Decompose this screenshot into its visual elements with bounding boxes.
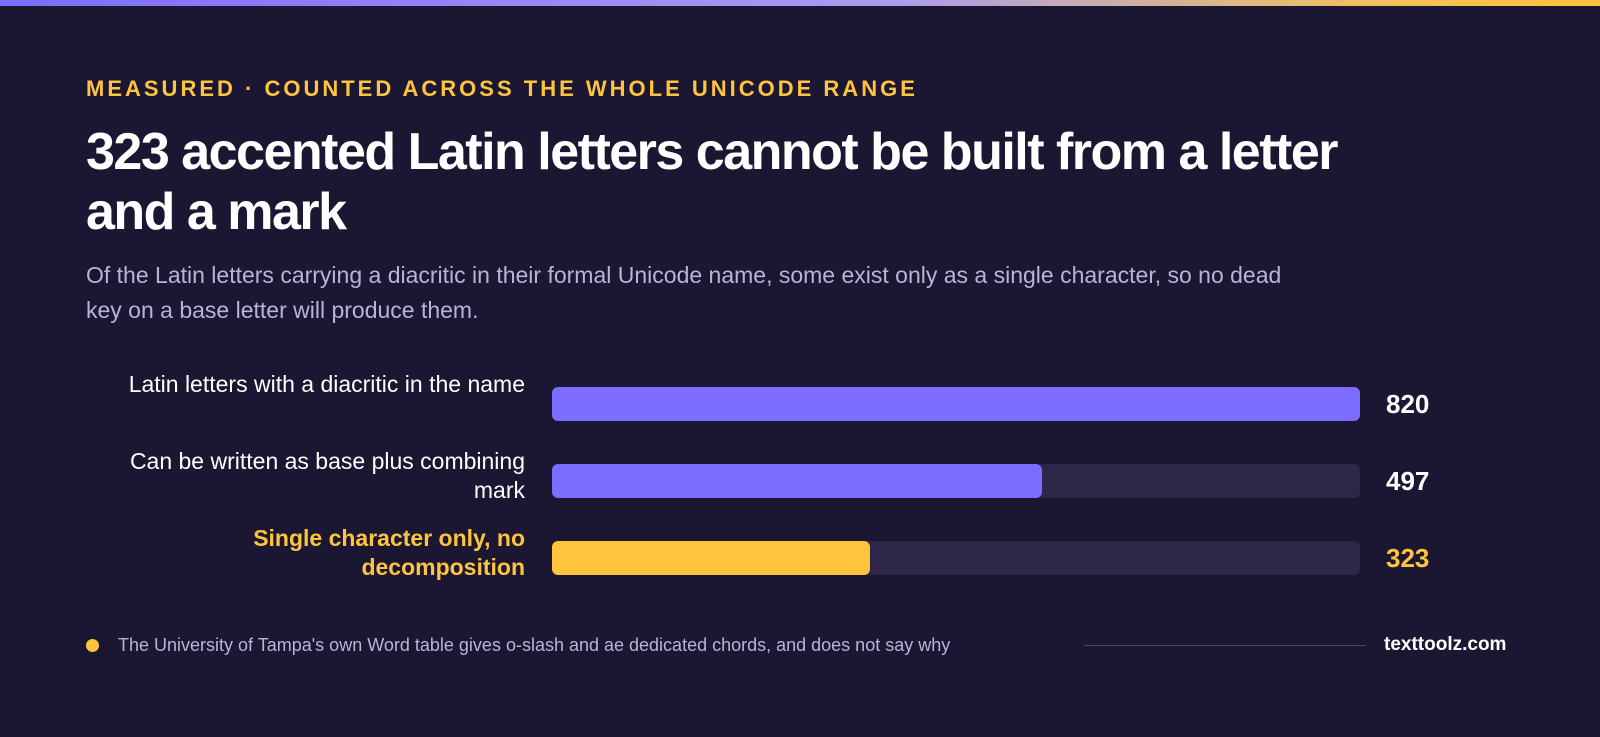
top-accent-bar (0, 0, 1600, 6)
bar-row: Single character only, no decomposition 3… (0, 524, 1600, 594)
bar-chart: Latin letters with a diacritic in the na… (0, 370, 1600, 590)
footer-divider (1084, 645, 1366, 646)
brand-label: texttoolz.com (1384, 634, 1507, 655)
value-label: 820 (1386, 389, 1430, 419)
kicker: MEASURED · COUNTED ACROSS THE WHOLE UNIC… (86, 76, 918, 101)
chart-title: 323 accented Latin letters cannot be bui… (86, 123, 1339, 241)
footnote-bullet-icon (86, 639, 99, 652)
value-label: 323 (1386, 543, 1430, 573)
bar-track (552, 541, 1360, 575)
bar (552, 541, 870, 575)
bar (552, 464, 1042, 498)
bar-track (552, 464, 1360, 498)
bar (552, 387, 1360, 421)
category-label: Latin letters with a diacritic in the na… (128, 371, 525, 397)
bar-row: Can be written as base plus combining ma… (0, 447, 1600, 517)
bar-row: Latin letters with a diacritic in the na… (0, 370, 1600, 440)
footnote: The University of Tampa's own Word table… (118, 635, 951, 655)
category-label: Can be written as base plus combining ma… (129, 448, 525, 503)
bar-track (552, 387, 1360, 421)
category-label: Single character only, no decomposition (253, 525, 525, 580)
value-label: 497 (1386, 466, 1430, 496)
chart-subtitle: Of the Latin letters carrying a diacriti… (86, 262, 1282, 323)
